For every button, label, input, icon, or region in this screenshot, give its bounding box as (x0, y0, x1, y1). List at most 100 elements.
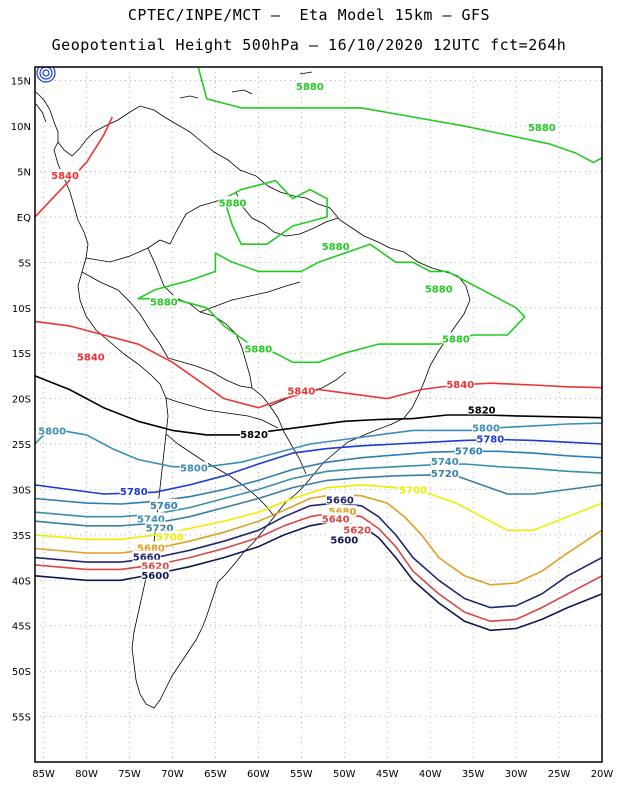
lat-tick-label: 5N (17, 167, 31, 178)
contour-5880 (223, 179, 328, 245)
contour-label-bg (149, 295, 178, 307)
lat-tick-label: 10N (11, 122, 31, 133)
contour-label: 5660 (133, 553, 161, 564)
contour-label: 5880 (425, 285, 453, 296)
contour-5820 (35, 375, 602, 436)
lon-tick-label: 50W (333, 769, 356, 780)
contour-label: 5760 (150, 501, 178, 512)
axis-tick-labels: 15N 10N 5N EQ 5S 10S 15S 20S 25S 30S 35S 40S 45S 50S 5… (11, 77, 614, 780)
contour-label: 5600 (330, 535, 358, 546)
contour-5880 (137, 243, 526, 364)
lon-tick-label: 55W (290, 769, 313, 780)
lon-tick-label: 60W (247, 769, 270, 780)
lat-tick-label: EQ (17, 213, 31, 224)
contour-label: 5840 (446, 380, 474, 391)
lat-tick-label: 25S (12, 440, 31, 451)
contour-label: 5800 (180, 464, 208, 475)
lon-tick-label: 25W (548, 769, 571, 780)
contour-label-bg (330, 533, 359, 545)
contour-label: 5820 (468, 405, 496, 416)
contour-label-bg (328, 505, 357, 517)
contour-label-bg (287, 384, 316, 396)
contour-label: 5760 (455, 446, 483, 457)
contour-label: 5840 (287, 386, 315, 397)
contour-5700 (35, 484, 602, 541)
contour-label-bg (136, 512, 165, 524)
lon-tick-label: 65W (204, 769, 227, 780)
contour-label: 5880 (244, 345, 272, 356)
contour-label-bg (325, 493, 354, 505)
contour-label-bg (467, 403, 496, 415)
contour-label: 5700 (156, 533, 184, 544)
contour-label-bg (136, 541, 165, 553)
lon-tick-label: 45W (376, 769, 399, 780)
contour-label: 5720 (431, 469, 459, 480)
contour-label: 5800 (472, 424, 500, 435)
contour-label: 5620 (141, 562, 169, 573)
contour-label-bg (155, 530, 184, 542)
lat-tick-label: 20S (12, 395, 31, 406)
lon-tick-label: 35W (462, 769, 485, 780)
contour-label-bg (119, 485, 148, 497)
contour-label: 5640 (322, 514, 350, 525)
lat-tick-label: 55S (12, 713, 31, 724)
contour-label-bg (149, 498, 178, 510)
contour-label-bg (424, 282, 453, 294)
contour-label: 5780 (120, 487, 148, 498)
contour-label-bg (295, 79, 324, 91)
contour-label: 5600 (141, 571, 169, 582)
contour-5840 (35, 116, 114, 218)
lon-tick-label: 70W (161, 769, 184, 780)
lon-tick-label: 85W (32, 769, 55, 780)
contour-label-bg (179, 461, 208, 473)
contour-label: 5620 (343, 525, 371, 536)
contour-5660 (35, 502, 602, 609)
lat-tick-label: 10S (12, 304, 31, 315)
contour-5880 (197, 67, 602, 164)
contour-label: 5700 (399, 485, 427, 496)
contour-label: 5740 (431, 457, 459, 468)
contour-label-bg (132, 550, 161, 562)
map-frame (34, 66, 603, 763)
contour-label-bg (446, 377, 475, 389)
contour-label-bg (476, 432, 505, 444)
lat-tick-label: 35S (12, 531, 31, 542)
contour-label-bg (321, 512, 350, 524)
lon-tick-label: 40W (419, 769, 442, 780)
contour-label-bg (430, 467, 459, 479)
contour-label-bg (141, 568, 170, 580)
contour-label: 5680 (137, 544, 165, 555)
contour-label-bg (218, 196, 247, 208)
lon-tick-label: 75W (118, 769, 141, 780)
contour-label-bg (454, 444, 483, 456)
contour-label-bg (51, 169, 80, 181)
contour-label-bg (38, 424, 67, 436)
contour-label: 5880 (296, 82, 324, 93)
lon-tick-label: 30W (505, 769, 528, 780)
contour-label-bg (472, 421, 501, 433)
contour-label: 5880 (442, 335, 470, 346)
contour-label: 5820 (240, 430, 268, 441)
lat-tick-label: 15N (11, 77, 31, 88)
contour-label: 5720 (146, 524, 174, 535)
contour-label-bg (145, 521, 174, 533)
contour-label-bg (240, 427, 269, 439)
lat-tick-label: 15S (12, 349, 31, 360)
contour-label-bg (244, 342, 273, 354)
contour-5760 (35, 450, 602, 505)
lat-tick-label: 45S (12, 622, 31, 633)
lat-tick-label: 40S (12, 576, 31, 587)
lon-tick-label: 80W (75, 769, 98, 780)
vortex-marker-icon (36, 67, 56, 83)
contour-label: 5880 (322, 242, 350, 253)
lat-tick-label: 30S (12, 485, 31, 496)
lat-tick-label: 5S (18, 258, 31, 269)
contour-label: 5880 (219, 198, 247, 209)
contour-label: 5800 (38, 426, 66, 437)
map-title-line2: Geopotential Height 500hPa – 16/10/2020 … (51, 36, 567, 54)
contour-label: 5740 (137, 514, 165, 525)
contour-label: 5780 (476, 434, 504, 445)
contour-label: 5840 (51, 171, 79, 182)
contour-label-bg (430, 455, 459, 467)
